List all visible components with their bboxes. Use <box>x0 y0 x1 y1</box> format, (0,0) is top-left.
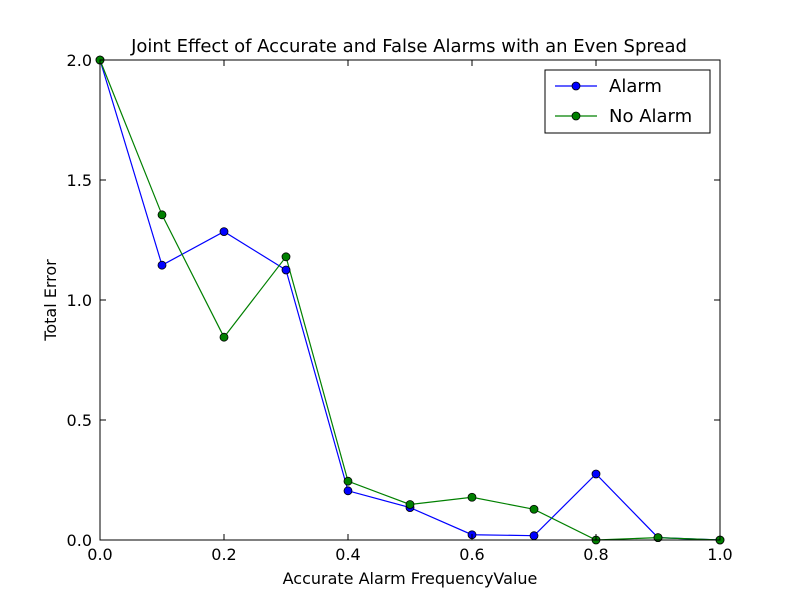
x-tick-label: 0.4 <box>335 545 360 564</box>
data-point-no-alarm <box>219 332 229 342</box>
legend-box <box>544 69 711 134</box>
x-tick-label: 0.2 <box>211 545 236 564</box>
x-tick-label: 0.6 <box>459 545 484 564</box>
y-axis-label: Total Error <box>41 259 60 342</box>
data-point-alarm <box>591 469 601 479</box>
x-axis-label: Accurate Alarm FrequencyValue <box>283 569 538 588</box>
y-tick-label: 0.5 <box>67 411 92 430</box>
chart-title: Joint Effect of Accurate and False Alarm… <box>130 36 687 57</box>
data-point-no-alarm <box>343 476 353 486</box>
legend-alarm-marker <box>571 81 581 91</box>
data-point-alarm <box>219 227 229 237</box>
ticks-layer: 0.0 0.2 0.4 0.6 0.8 1.0 0.0 0.5 1.0 1.5 2.0 <box>67 51 733 564</box>
legend-no-alarm-marker <box>571 111 581 121</box>
x-tick-label: 0.0 <box>87 545 112 564</box>
y-tick-label: 1.0 <box>67 291 92 310</box>
data-point-alarm <box>157 260 167 270</box>
data-point-no-alarm <box>157 210 167 220</box>
data-point-no-alarm <box>467 492 477 502</box>
y-tick-label: 2.0 <box>67 51 92 70</box>
legend: Alarm No Alarm <box>544 69 711 134</box>
x-tick-label: 1.0 <box>707 545 732 564</box>
data-point-no-alarm <box>281 252 291 262</box>
data-point-alarm <box>281 265 291 275</box>
data-point-no-alarm <box>529 504 539 514</box>
x-tick-label: 0.8 <box>583 545 608 564</box>
legend-no-alarm-label: No Alarm <box>609 106 692 127</box>
data-point-alarm <box>343 486 353 496</box>
y-tick-label: 1.5 <box>67 171 92 190</box>
y-tick-label: 0.0 <box>67 531 92 550</box>
data-point-no-alarm <box>405 500 415 509</box>
data-point-alarm <box>529 531 539 541</box>
legend-alarm-label: Alarm <box>609 76 662 97</box>
